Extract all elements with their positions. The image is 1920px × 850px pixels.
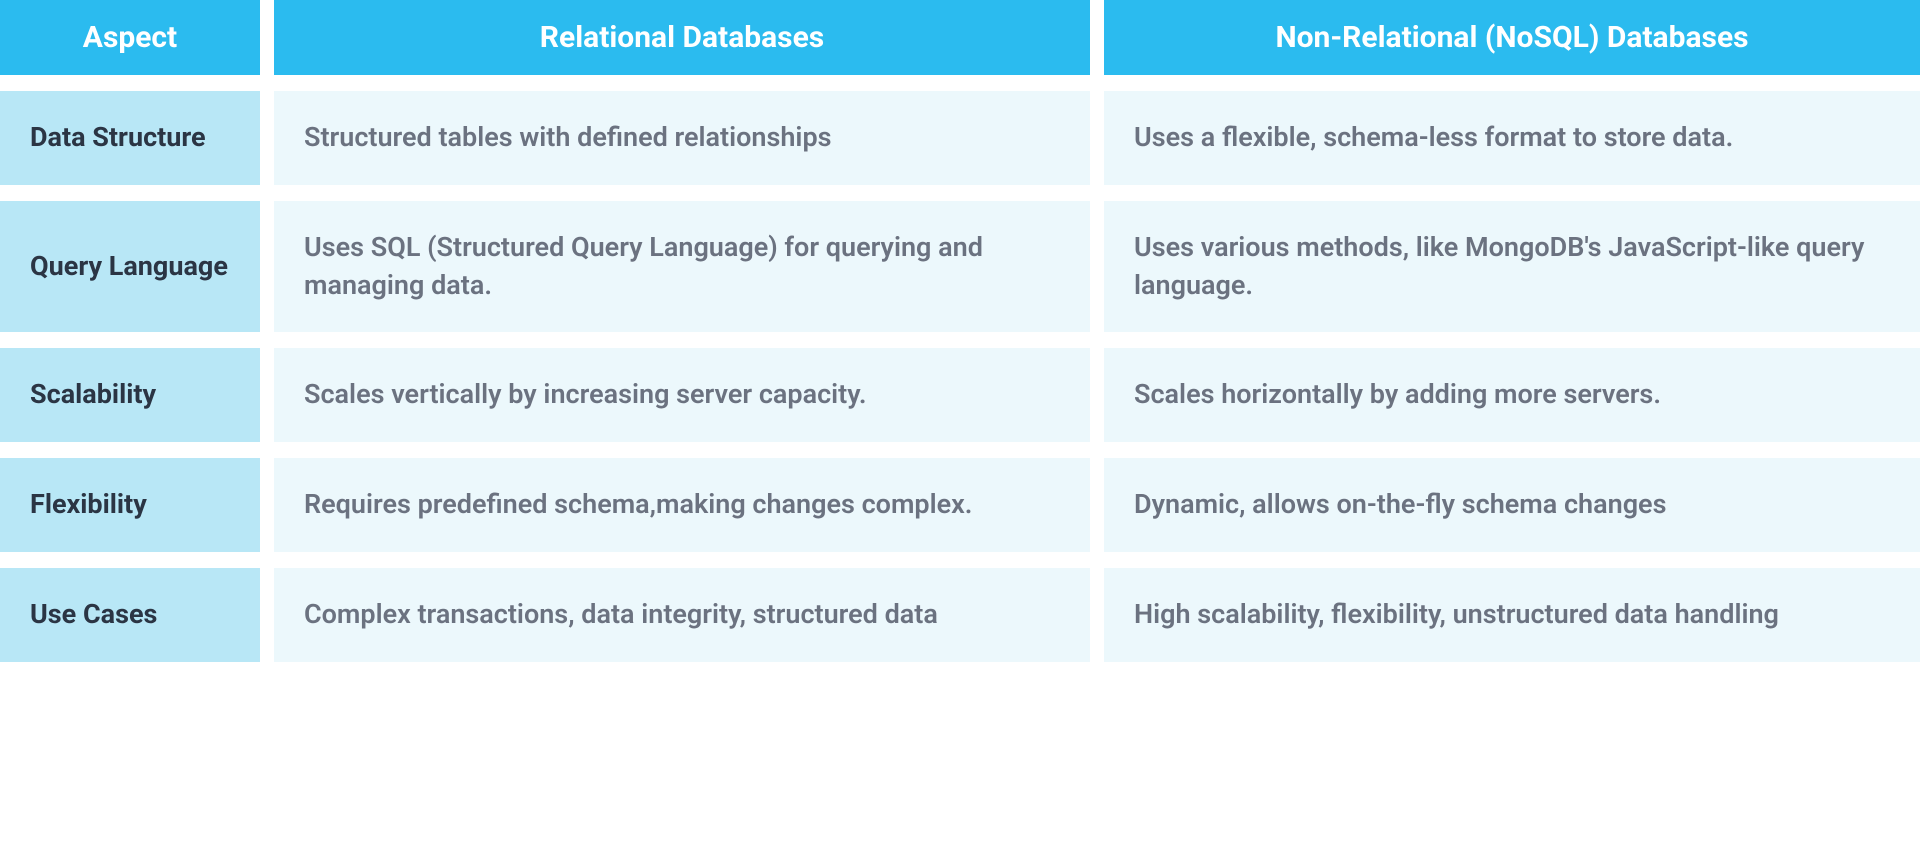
header-aspect: Aspect — [0, 0, 260, 75]
table-row: Scalability Scales vertically by increas… — [0, 348, 1920, 442]
nonrelational-cell: Uses various methods, like MongoDB's Jav… — [1104, 201, 1920, 333]
relational-cell: Requires predefined schema,making change… — [274, 458, 1090, 552]
nonrelational-cell: Dynamic, allows on-the-fly schema change… — [1104, 458, 1920, 552]
table-row: Use Cases Complex transactions, data int… — [0, 568, 1920, 662]
relational-cell: Scales vertically by increasing server c… — [274, 348, 1090, 442]
header-nonrelational: Non-Relational (NoSQL) Databases — [1104, 0, 1920, 75]
table-row: Flexibility Requires predefined schema,m… — [0, 458, 1920, 552]
aspect-label: Scalability — [0, 348, 260, 442]
table-header-row: Aspect Relational Databases Non-Relation… — [0, 0, 1920, 75]
table-row: Data Structure Structured tables with de… — [0, 91, 1920, 185]
table-row: Query Language Uses SQL (Structured Quer… — [0, 201, 1920, 333]
nonrelational-cell: Uses a flexible, schema-less format to s… — [1104, 91, 1920, 185]
aspect-label: Query Language — [0, 201, 260, 333]
aspect-label: Use Cases — [0, 568, 260, 662]
nonrelational-cell: Scales horizontally by adding more serve… — [1104, 348, 1920, 442]
aspect-label: Flexibility — [0, 458, 260, 552]
relational-cell: Complex transactions, data integrity, st… — [274, 568, 1090, 662]
nonrelational-cell: High scalability, flexibility, unstructu… — [1104, 568, 1920, 662]
header-relational: Relational Databases — [274, 0, 1090, 75]
aspect-label: Data Structure — [0, 91, 260, 185]
relational-cell: Uses SQL (Structured Query Language) for… — [274, 201, 1090, 333]
comparison-table: Aspect Relational Databases Non-Relation… — [0, 0, 1920, 662]
relational-cell: Structured tables with defined relations… — [274, 91, 1090, 185]
